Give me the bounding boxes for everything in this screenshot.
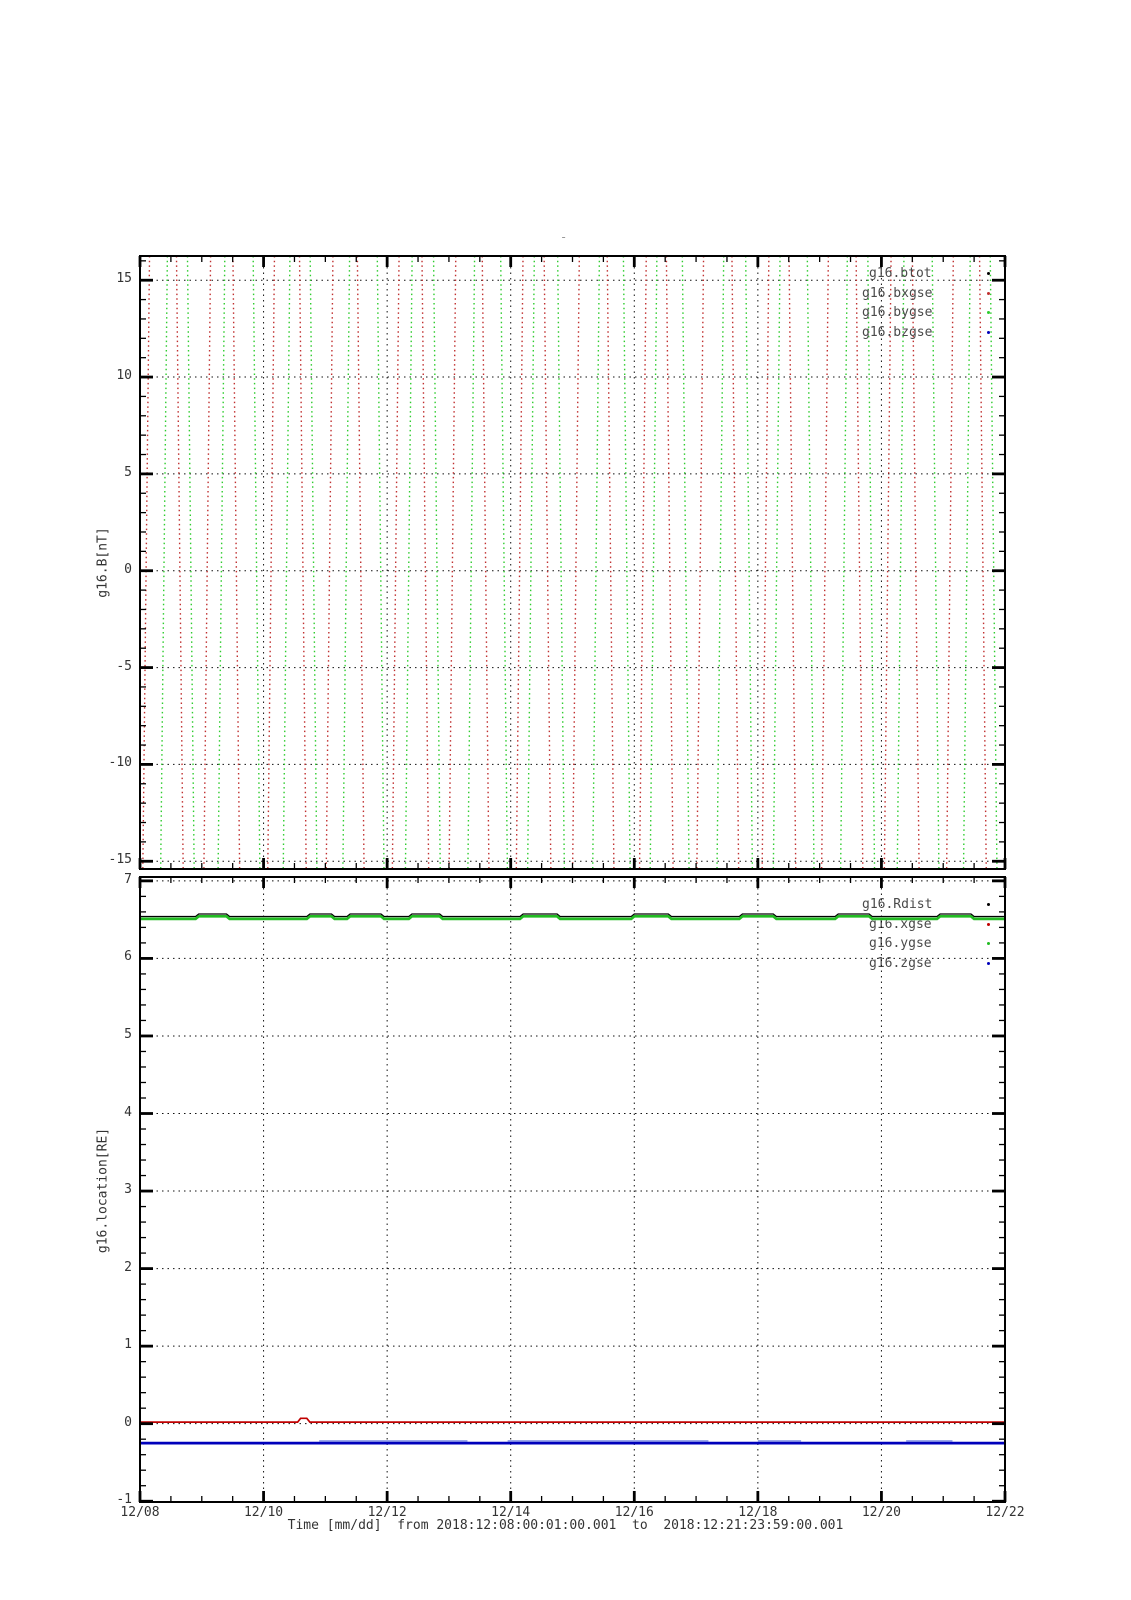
legend-item-btot: g16.btot	[862, 264, 1012, 284]
legend-item-bygse: g16.bygse	[862, 303, 1012, 323]
y-tick-label: 6	[124, 949, 132, 965]
title-mark: -	[560, 230, 568, 244]
y-tick-label: -15	[108, 852, 132, 868]
y-tick-label: 5	[124, 464, 132, 480]
y-tick-label: -5	[116, 658, 132, 674]
legend-label: g16.zgse	[869, 955, 932, 971]
y-tick-label: -10	[108, 755, 132, 771]
legend-marker-dot	[987, 272, 990, 275]
x-tick-label: 12/16	[614, 1505, 654, 1520]
legend-item-bzgse: g16.bzgse	[862, 323, 1012, 343]
x-tick-label: 12/20	[861, 1505, 901, 1520]
y-tick-label: 10	[116, 368, 132, 384]
y-tick-label: 0	[124, 561, 132, 577]
legend-marker-dot	[987, 961, 990, 965]
y-tick-label: 5	[124, 1026, 132, 1042]
panel2-axes	[138, 876, 1007, 1503]
legend-label: g16.ygse	[869, 936, 932, 951]
legend-item-bxgse: g16.bxgse	[862, 284, 1012, 304]
legend-label: g16.bxgse	[862, 285, 933, 301]
legend-marker-dot	[987, 942, 990, 945]
legend-label: g16.bygse	[862, 305, 933, 320]
y-tick-label: 3	[124, 1182, 132, 1198]
x-tick-label: 12/18	[738, 1505, 778, 1520]
legend-marker-dot	[987, 311, 990, 314]
x-tick-label: 12/08	[120, 1505, 160, 1520]
legend-label: g16.bzgse	[862, 324, 933, 340]
y-tick-label: 2	[124, 1259, 132, 1275]
panel2-series-lines	[140, 913, 1005, 1445]
legend-label: g16.btot	[869, 266, 932, 281]
legend-item-rdist: g16.Rdist	[862, 895, 1012, 915]
legend-item-ygse: g16.ygse	[862, 934, 1012, 954]
legend-marker-dot	[987, 922, 990, 926]
legend-field-panel: g16.btot g16.bxgse g16.bygse g16.bzgse	[862, 264, 1012, 342]
y-tick-label: 1	[124, 1337, 132, 1353]
legend-marker-dot	[987, 903, 990, 906]
y-tick-label: 15	[116, 271, 132, 287]
legend-item-zgse: g16.zgse	[862, 954, 1012, 974]
y-tick-label: 4	[124, 1104, 132, 1120]
panel1-series-lines	[142, 256, 998, 869]
x-tick-label: 12/12	[367, 1505, 407, 1520]
legend-label: g16.Rdist	[862, 897, 933, 912]
y-tick-label: 7	[124, 871, 132, 887]
x-tick-label: 12/10	[243, 1505, 284, 1520]
x-tick-label: 12/22	[985, 1505, 1025, 1520]
y-tick-label: 0	[124, 1414, 132, 1430]
panel1-axes	[138, 255, 1007, 870]
y-tick-label: -1	[116, 1492, 132, 1508]
x-axis-caption: Time [mm/dd] from 2018:12:08:00:01:00.00…	[287, 1518, 844, 1533]
panel1-grid	[140, 256, 1005, 869]
x-tick-label: 12/14	[491, 1505, 531, 1520]
panel2-grid	[140, 877, 1005, 1502]
legend-marker-dot	[987, 291, 990, 295]
legend-marker-dot	[987, 330, 990, 334]
